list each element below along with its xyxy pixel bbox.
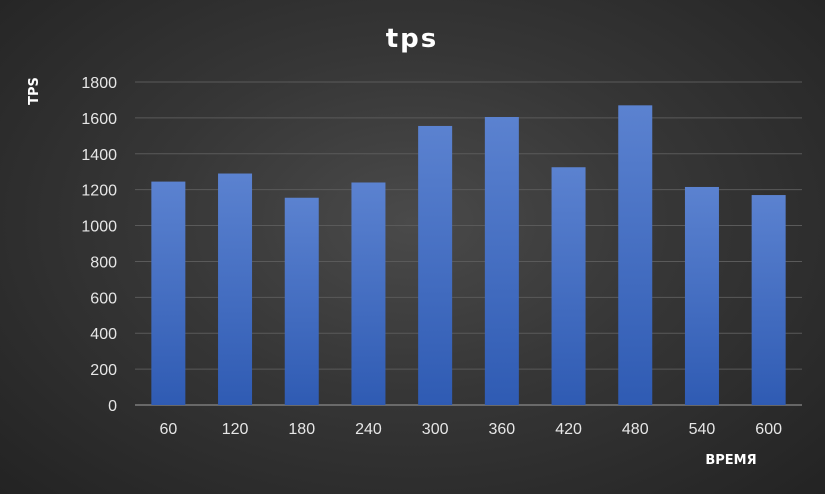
y-tick-label: 600 xyxy=(90,290,117,307)
y-axis-title: TPS xyxy=(27,77,42,105)
x-tick-label: 360 xyxy=(488,421,515,438)
bar-300 xyxy=(418,125,453,405)
x-tick-label: 120 xyxy=(222,421,249,438)
x-tick-label: 240 xyxy=(355,421,382,438)
bar-360 xyxy=(484,116,519,405)
y-tick-label: 1800 xyxy=(81,75,117,92)
bar-240 xyxy=(351,182,386,405)
x-tick-label: 420 xyxy=(555,421,582,438)
bar-120 xyxy=(218,173,253,405)
x-tick-label: 600 xyxy=(755,421,782,438)
x-tick-label: 60 xyxy=(159,421,177,438)
chart-title: tps xyxy=(386,24,439,54)
y-tick-label: 1400 xyxy=(81,147,117,164)
bar-180 xyxy=(284,197,319,405)
y-tick-label: 1200 xyxy=(81,183,117,200)
bars xyxy=(151,105,786,406)
y-tick-label: 400 xyxy=(90,326,117,343)
y-tick-label: 1000 xyxy=(81,219,117,236)
x-tick-label: 480 xyxy=(622,421,649,438)
x-tick-label: 540 xyxy=(689,421,716,438)
x-tick-label: 180 xyxy=(288,421,315,438)
x-tick-label: 300 xyxy=(422,421,449,438)
bar-420 xyxy=(551,167,586,405)
bar-600 xyxy=(751,195,786,405)
y-tick-labels: 0 200 400 600 800 1000 1200 1400 1600 1800 xyxy=(81,75,117,415)
y-tick-label: 200 xyxy=(90,362,117,379)
y-tick-label: 800 xyxy=(90,254,117,271)
y-tick-label: 0 xyxy=(108,398,117,415)
bar-480 xyxy=(618,105,653,406)
x-tick-labels: 60 120 180 240 300 360 420 480 540 600 xyxy=(159,421,782,438)
bar-60 xyxy=(151,181,186,405)
bar-540 xyxy=(684,186,719,405)
x-axis-title: ВРЕМЯ xyxy=(705,453,756,468)
y-tick-label: 1600 xyxy=(81,111,117,128)
